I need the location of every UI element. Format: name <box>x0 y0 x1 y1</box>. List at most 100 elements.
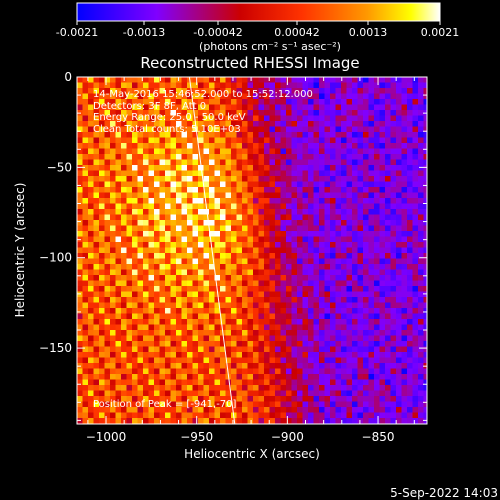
heatmap-pixel <box>401 324 408 331</box>
heatmap-pixel <box>88 198 94 204</box>
heatmap-pixel <box>396 286 402 292</box>
heatmap-pixel <box>346 302 353 309</box>
heatmap-pixel <box>302 220 309 226</box>
heatmap-pixel <box>275 363 281 369</box>
heatmap-pixel <box>396 330 402 336</box>
heatmap-pixel <box>396 258 402 265</box>
heatmap-pixel <box>203 99 210 105</box>
heatmap-pixel <box>104 115 111 122</box>
heatmap-pixel <box>209 291 215 298</box>
heatmap-pixel <box>275 297 281 303</box>
heatmap-pixel <box>181 396 188 402</box>
heatmap-pixel <box>374 291 380 298</box>
heatmap-pixel <box>308 291 314 298</box>
heatmap-pixel <box>104 104 111 111</box>
heatmap-pixel <box>176 104 182 111</box>
heatmap-pixel <box>93 121 100 127</box>
heatmap-pixel <box>159 192 166 199</box>
heatmap-pixel <box>143 313 149 320</box>
heatmap-pixel <box>258 192 265 199</box>
heatmap-pixel <box>308 110 314 116</box>
heatmap-pixel <box>209 242 215 248</box>
heatmap-pixel <box>335 374 342 380</box>
heatmap-pixel <box>330 192 336 199</box>
heatmap-pixel <box>258 297 265 303</box>
heatmap-pixel <box>352 126 358 133</box>
heatmap-pixel <box>396 401 402 408</box>
heatmap-pixel <box>390 242 397 248</box>
heatmap-pixel <box>82 181 89 188</box>
heatmap-pixel <box>253 418 259 424</box>
heatmap-pixel <box>115 137 122 144</box>
heatmap-pixel <box>258 231 265 237</box>
heatmap-pixel <box>302 93 309 100</box>
heatmap-pixel <box>390 110 397 116</box>
heatmap-pixel <box>407 154 413 160</box>
heatmap-pixel <box>297 198 303 204</box>
heatmap-pixel <box>341 313 347 320</box>
heatmap-pixel <box>132 341 138 347</box>
heatmap-pixel <box>148 126 155 133</box>
heatmap-pixel <box>319 379 325 386</box>
heatmap-pixel <box>297 225 303 232</box>
heatmap-pixel <box>330 324 336 331</box>
heatmap-pixel <box>121 390 127 397</box>
heatmap-pixel <box>192 346 199 353</box>
heatmap-pixel <box>110 407 116 413</box>
heatmap-pixel <box>88 88 94 94</box>
heatmap-pixel <box>313 115 320 122</box>
heatmap-pixel <box>77 401 83 408</box>
heatmap-pixel <box>253 121 259 127</box>
heatmap-pixel <box>148 110 155 116</box>
heatmap-pixel <box>385 143 391 149</box>
heatmap-pixel <box>253 379 259 386</box>
heatmap-pixel <box>335 209 342 215</box>
heatmap-pixel <box>368 104 375 111</box>
heatmap-pixel <box>302 88 309 94</box>
heatmap-pixel <box>192 187 199 193</box>
heatmap-pixel <box>126 214 133 221</box>
heatmap-pixel <box>165 401 171 408</box>
heatmap-pixel <box>126 231 133 237</box>
heatmap-pixel <box>192 319 199 325</box>
heatmap-pixel <box>82 302 89 309</box>
heatmap-pixel <box>396 374 402 380</box>
heatmap-pixel <box>396 231 402 237</box>
heatmap-pixel <box>203 368 210 375</box>
heatmap-pixel <box>110 99 116 105</box>
heatmap-pixel <box>225 379 232 386</box>
heatmap-pixel <box>280 203 287 210</box>
heatmap-pixel <box>335 368 342 375</box>
heatmap-pixel <box>330 286 336 292</box>
heatmap-pixel <box>159 236 166 243</box>
heatmap-pixel <box>104 264 111 270</box>
heatmap-pixel <box>324 209 331 215</box>
heatmap-pixel <box>214 346 221 353</box>
heatmap-pixel <box>77 275 83 281</box>
heatmap-pixel <box>258 121 265 127</box>
heatmap-pixel <box>324 121 331 127</box>
heatmap-pixel <box>368 253 375 259</box>
heatmap-pixel <box>346 170 353 177</box>
heatmap-pixel <box>132 302 138 309</box>
heatmap-pixel <box>247 297 254 303</box>
heatmap-pixel <box>258 319 265 325</box>
heatmap-pixel <box>247 324 254 331</box>
heatmap-pixel <box>291 214 298 221</box>
heatmap-pixel <box>396 121 402 127</box>
heatmap-pixel <box>324 82 331 89</box>
heatmap-pixel <box>225 324 232 331</box>
heatmap-pixel <box>126 313 133 320</box>
heatmap-pixel <box>192 385 199 391</box>
heatmap-pixel <box>236 126 243 133</box>
heatmap-pixel <box>203 209 210 215</box>
heatmap-pixel <box>209 170 215 177</box>
heatmap-pixel <box>121 115 127 122</box>
heatmap-pixel <box>275 330 281 336</box>
heatmap-pixel <box>253 115 259 122</box>
heatmap-pixel <box>286 297 292 303</box>
heatmap-pixel <box>275 313 281 320</box>
heatmap-pixel <box>187 341 193 347</box>
heatmap-pixel <box>115 132 122 138</box>
heatmap-pixel <box>104 407 111 413</box>
